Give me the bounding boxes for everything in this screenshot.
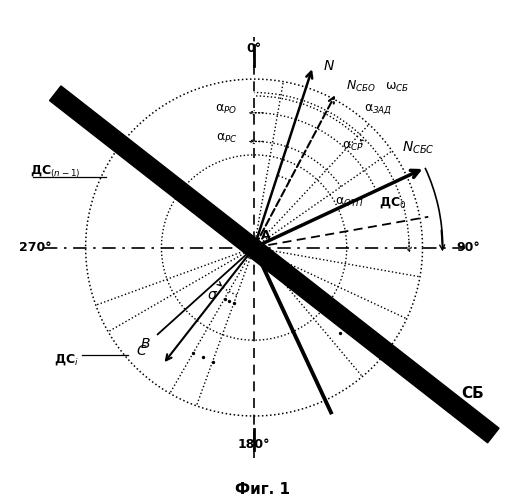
Text: A: A <box>261 230 270 242</box>
Text: $N_{СБО}$: $N_{СБО}$ <box>346 78 376 94</box>
Text: ω$_{СБ}$: ω$_{СБ}$ <box>385 81 410 94</box>
Text: 180°: 180° <box>238 438 270 451</box>
Text: ДС$_i$: ДС$_i$ <box>54 352 79 367</box>
Text: α$_{ЗАД}$: α$_{ЗАД}$ <box>364 102 392 117</box>
Text: $B$: $B$ <box>140 337 151 351</box>
Text: α$_{РО}$: α$_{РО}$ <box>215 103 237 116</box>
Text: 0°: 0° <box>247 42 261 56</box>
Polygon shape <box>49 86 499 443</box>
Text: α$_{СР}$: α$_{СР}$ <box>342 140 363 153</box>
Text: 90°: 90° <box>456 241 480 254</box>
Text: α$_{ОТП}$: α$_{ОТП}$ <box>335 196 364 208</box>
Text: Фиг. 1: Фиг. 1 <box>235 482 290 496</box>
Text: СБ: СБ <box>461 386 484 400</box>
Text: $N_{СБС}$: $N_{СБС}$ <box>402 140 435 156</box>
Text: ДС$_{(n-1)}$: ДС$_{(n-1)}$ <box>30 164 80 180</box>
Text: α$_{РС}$: α$_{РС}$ <box>216 132 237 144</box>
Text: $C$: $C$ <box>136 344 148 358</box>
Text: σ: σ <box>207 288 216 302</box>
Text: 270°: 270° <box>19 241 52 254</box>
Text: $N$: $N$ <box>323 60 335 74</box>
Text: ДС$_0$: ДС$_0$ <box>379 194 406 210</box>
